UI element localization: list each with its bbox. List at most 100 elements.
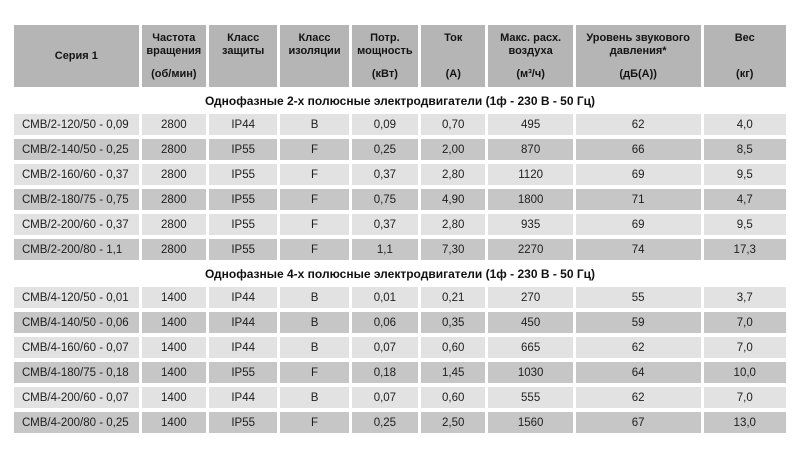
col-header-unit: (А) — [445, 67, 461, 80]
value-cell: 1400 — [141, 312, 206, 333]
col-header-protection-class: Класс защиты — [209, 25, 278, 87]
model-cell: СМВ/4-200/60 - 0,07 — [14, 387, 139, 408]
value-cell: 10,0 — [703, 362, 786, 383]
col-header-unit — [282, 68, 346, 81]
value-cell: B — [280, 337, 349, 358]
value-cell: 2800 — [141, 164, 206, 185]
value-cell: 59 — [575, 312, 701, 333]
table-header: Серия 1 Частота вращения (об/мин) Класс … — [14, 25, 786, 87]
value-cell: 2800 — [141, 239, 206, 260]
value-cell: 1,45 — [421, 362, 486, 383]
table-row: СМВ/2-120/50 - 0,09 2800 IP44 B 0,09 0,70 495 6… — [14, 114, 786, 135]
value-cell: 62 — [575, 387, 701, 408]
col-header-insulation-class: Класс изоляции — [280, 25, 349, 87]
value-cell: 62 — [575, 337, 701, 358]
value-cell: 7,0 — [703, 337, 786, 358]
section-title: Однофазные 2-х полюсные электродвигатели… — [14, 91, 786, 110]
value-cell: 1400 — [141, 362, 206, 383]
value-cell: 4,0 — [703, 114, 786, 135]
value-cell: 1400 — [141, 287, 206, 308]
col-header-current: Ток (А) — [421, 25, 486, 87]
value-cell: 0,75 — [351, 189, 419, 210]
table-row: СМВ/4-140/50 - 0,06 1400 IP44 B 0,06 0,35 450 5… — [14, 312, 786, 333]
motor-spec-page: Серия 1 Частота вращения (об/мин) Класс … — [14, 25, 786, 433]
table-row: СМВ/2-200/60 - 0,37 2800 IP55 F 0,37 2,80 935 6… — [14, 214, 786, 235]
table-row: СМВ/4-200/60 - 0,07 1400 IP44 B 0,07 0,60 555 6… — [14, 387, 786, 408]
model-cell: СМВ/2-180/75 - 0,75 — [14, 189, 139, 210]
section-title: Однофазные 4-х полюсные электродвигатели… — [14, 264, 786, 283]
model-cell: СМВ/4-180/75 - 0,18 — [14, 362, 139, 383]
value-cell: 0,06 — [351, 312, 419, 333]
col-header-rotation-speed: Частота вращения (об/мин) — [141, 25, 206, 87]
value-cell: F — [280, 362, 349, 383]
value-cell: 1400 — [141, 412, 206, 433]
value-cell: 2,50 — [421, 412, 486, 433]
value-cell: 55 — [575, 287, 701, 308]
value-cell: 2800 — [141, 189, 206, 210]
value-cell: IP44 — [209, 114, 278, 135]
value-cell: 1120 — [488, 164, 573, 185]
col-header-series: Серия 1 — [14, 25, 139, 87]
value-cell: 1800 — [488, 189, 573, 210]
value-cell: 2270 — [488, 239, 573, 260]
value-cell: 0,25 — [351, 412, 419, 433]
model-cell: СМВ/4-200/80 - 0,25 — [14, 412, 139, 433]
value-cell: 7,0 — [703, 312, 786, 333]
value-cell: 13,0 — [703, 412, 786, 433]
value-cell: F — [280, 239, 349, 260]
value-cell: 62 — [575, 114, 701, 135]
value-cell: 0,37 — [351, 164, 419, 185]
value-cell: 4,7 — [703, 189, 786, 210]
model-cell: СМВ/4-140/50 - 0,06 — [14, 312, 139, 333]
value-cell: F — [280, 189, 349, 210]
value-cell: 17,3 — [703, 239, 786, 260]
value-cell: IP55 — [209, 412, 278, 433]
value-cell: 0,01 — [351, 287, 419, 308]
col-header-title: Класс защиты — [222, 32, 265, 58]
value-cell: 0,60 — [421, 387, 486, 408]
section-2pole: Однофазные 2-х полюсные электродвигатели… — [14, 91, 786, 260]
col-header-power-consumption: Потр. мощность (кВт) — [351, 25, 419, 87]
col-header-weight: Вес (кг) — [703, 25, 786, 87]
value-cell: 555 — [488, 387, 573, 408]
value-cell: 0,18 — [351, 362, 419, 383]
value-cell: IP55 — [209, 139, 278, 160]
section-header-4pole: Однофазные 4-х полюсные электродвигатели… — [14, 264, 786, 283]
value-cell: 1,1 — [351, 239, 419, 260]
value-cell: B — [280, 287, 349, 308]
value-cell: F — [280, 412, 349, 433]
value-cell: F — [280, 139, 349, 160]
col-header-unit: (дБ(А)) — [619, 67, 657, 80]
value-cell: 8,5 — [703, 139, 786, 160]
value-cell: 69 — [575, 164, 701, 185]
value-cell: 7,30 — [421, 239, 486, 260]
col-header-title: Вес — [734, 32, 755, 44]
model-cell: СМВ/2-200/80 - 1,1 — [14, 239, 139, 260]
model-cell: СМВ/4-120/50 - 0,01 — [14, 287, 139, 308]
model-cell: СМВ/4-160/60 - 0,07 — [14, 337, 139, 358]
table-row: СМВ/2-180/75 - 0,75 2800 IP55 F 0,75 4,90 1800… — [14, 189, 786, 210]
value-cell: IP55 — [209, 189, 278, 210]
value-cell: 0,21 — [421, 287, 486, 308]
value-cell: 64 — [575, 362, 701, 383]
value-cell: IP55 — [209, 214, 278, 235]
section-header-2pole: Однофазные 2-х полюсные электродвигатели… — [14, 91, 786, 110]
col-header-unit: (об/мин) — [151, 67, 197, 80]
model-cell: СМВ/2-200/60 - 0,37 — [14, 214, 139, 235]
value-cell: 0,07 — [351, 337, 419, 358]
model-cell: СМВ/2-140/50 - 0,25 — [14, 139, 139, 160]
value-cell: 3,7 — [703, 287, 786, 308]
value-cell: 71 — [575, 189, 701, 210]
value-cell: 7,0 — [703, 387, 786, 408]
col-header-unit: (м³/ч) — [516, 67, 545, 80]
value-cell: 74 — [575, 239, 701, 260]
col-header-unit: (кг) — [736, 67, 754, 80]
value-cell: 0,70 — [421, 114, 486, 135]
col-header-title: Уровень звукового давления* — [586, 32, 691, 58]
value-cell: 870 — [488, 139, 573, 160]
value-cell: 9,5 — [703, 164, 786, 185]
value-cell: B — [280, 312, 349, 333]
value-cell: 2800 — [141, 139, 206, 160]
value-cell: 450 — [488, 312, 573, 333]
value-cell: IP44 — [209, 312, 278, 333]
